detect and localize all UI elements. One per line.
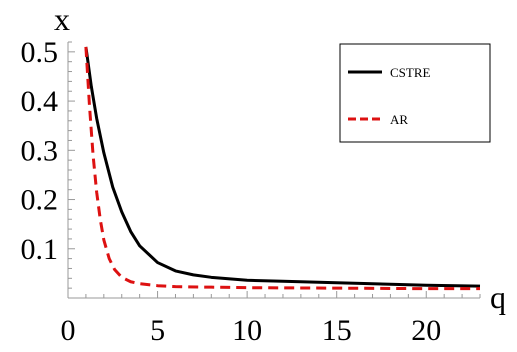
- x-ticks: [67, 291, 481, 298]
- x-tick-label: 0: [61, 314, 76, 347]
- plot-series: [84, 46, 481, 291]
- y-tick-label: 0.2: [21, 184, 59, 217]
- x-tick-label: 10: [232, 314, 262, 347]
- x-tick-labels: 0 5 10 15 20: [61, 314, 442, 347]
- x-tick-label: 5: [150, 314, 165, 347]
- y-tick-label: 0.4: [21, 85, 59, 118]
- x-tick-label: 20: [411, 314, 441, 347]
- y-tick-labels: 0.1 0.2 0.3 0.4 0.5: [21, 36, 59, 266]
- x-tick-label: 15: [322, 314, 352, 347]
- series-line-ar: [84, 46, 480, 291]
- legend-label-cstre: CSTRE: [390, 65, 431, 80]
- series-line-cstre: [84, 46, 481, 288]
- legend-box: [339, 43, 491, 143]
- legend: CSTRE AR: [339, 43, 491, 143]
- y-ticks: [68, 41, 75, 289]
- y-axis-label: x: [54, 1, 70, 37]
- y-tick-label: 0.5: [21, 36, 59, 69]
- y-tick-label: 0.1: [21, 233, 59, 266]
- x-axis-label: q: [490, 279, 506, 315]
- y-tick-label: 0.3: [21, 134, 59, 167]
- axes: 0 5 10 15 20 0.1 0.2 0.3 0.4 0.5 x q: [21, 1, 507, 347]
- legend-label-ar: AR: [390, 112, 408, 127]
